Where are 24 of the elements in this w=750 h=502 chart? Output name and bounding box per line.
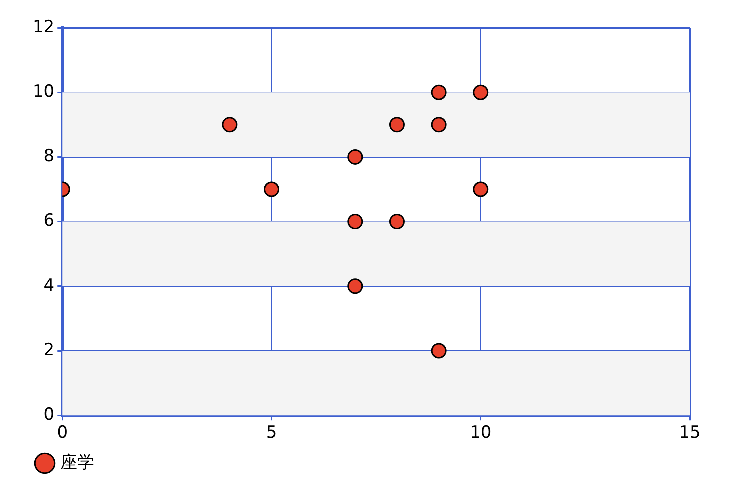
y-tick-label: 6	[44, 211, 55, 232]
point	[264, 182, 280, 198]
y-tick-label: 12	[32, 17, 55, 38]
point	[348, 278, 364, 294]
x-tick-label: 15	[679, 423, 701, 444]
point	[431, 343, 447, 359]
point	[431, 84, 447, 100]
point	[222, 117, 238, 133]
x-tick-label: 5	[266, 423, 278, 444]
y-tick-label: 4	[44, 276, 55, 296]
point	[473, 182, 489, 198]
point	[348, 149, 364, 165]
point	[348, 214, 364, 230]
legend-label: 座学	[60, 452, 94, 473]
y-tick-label: 0	[44, 405, 55, 426]
y-tick-label: 2	[44, 340, 55, 360]
point	[473, 84, 489, 100]
point	[431, 117, 447, 133]
point	[389, 214, 405, 230]
y-tick-label: 10	[32, 82, 55, 102]
y-tick-label: 8	[44, 146, 55, 167]
x-tick-label: 10	[470, 423, 492, 444]
x-tick-label: 0	[57, 423, 68, 444]
point	[389, 117, 405, 133]
